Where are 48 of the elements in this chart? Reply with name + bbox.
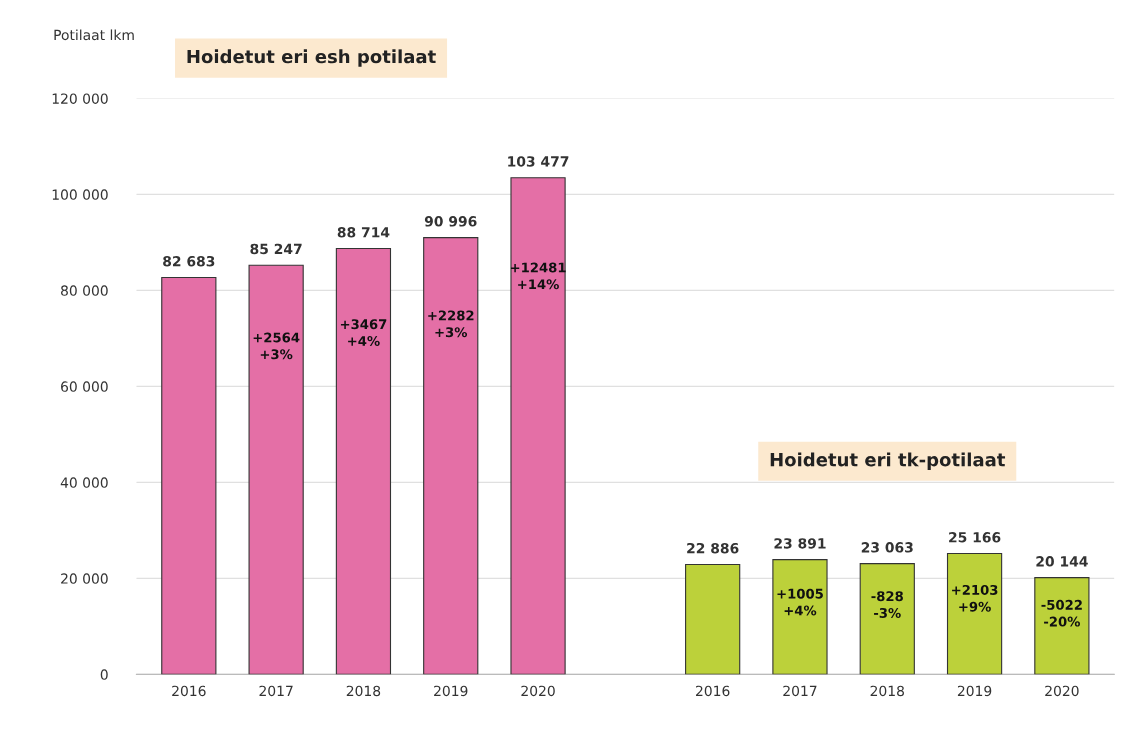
y-tick-label: 80 000	[61, 285, 108, 296]
data-label: 23 891	[774, 538, 826, 549]
text: Hoidetut eri esh potilaat	[187, 49, 436, 67]
data-label: 85 247	[250, 243, 302, 255]
x-tick-label: 2019	[434, 685, 468, 697]
bar	[859, 563, 915, 675]
bar	[423, 237, 479, 675]
annotation: +1005 +4%	[777, 588, 823, 616]
x-tick-label: 2020	[521, 685, 555, 697]
annotation: -828 -3%	[871, 591, 903, 618]
data-label: 22 886	[687, 542, 739, 554]
bar	[685, 563, 741, 675]
x-tick-label: 2016	[172, 685, 206, 697]
annotation: +3467 +4%	[340, 319, 387, 346]
annotation: +12481 +14%	[510, 262, 566, 290]
x-tick-label: 2017	[783, 685, 817, 697]
data-label: 82 683	[163, 255, 215, 267]
data-label: 25 166	[949, 532, 1001, 543]
x-tick-label: 2018	[870, 685, 904, 697]
bar	[161, 276, 217, 675]
bar	[248, 264, 304, 675]
y-tick-label: 120 000	[52, 93, 108, 104]
data-label: 88 714	[337, 227, 390, 238]
y-tick-label: 20 000	[61, 573, 108, 584]
annotation: +2103 +9%	[952, 584, 998, 612]
bar	[946, 552, 1003, 675]
y-axis-title: Potilaat lkm	[54, 29, 134, 41]
annotation: -5022 -20%	[1041, 599, 1082, 627]
x-tick-label: 2019	[957, 685, 992, 697]
data-label: 20 144	[1036, 556, 1088, 567]
x-tick-label: 2018	[346, 685, 381, 697]
y-tick-label: 100 000	[52, 189, 108, 200]
annotation: Hoidetut eri tk-potilaat	[770, 452, 1006, 470]
data-label: 103 477	[508, 156, 569, 167]
y-tick-label: 0	[100, 669, 108, 680]
x-tick-label: 2020	[1045, 685, 1079, 697]
bar	[510, 177, 566, 675]
data-label: 23 063	[861, 542, 913, 553]
data-label: 90 996	[424, 216, 477, 227]
y-tick-label: 40 000	[60, 477, 108, 488]
y-tick-label: 60 000	[61, 381, 108, 392]
bar	[335, 248, 392, 675]
x-tick-label: 2017	[259, 685, 293, 697]
annotation: +2282 +3%	[428, 310, 474, 338]
x-tick-label: 2016	[696, 685, 730, 697]
bar	[1034, 577, 1090, 675]
bar	[772, 559, 828, 675]
annotation: +2564 +3%	[253, 332, 300, 360]
